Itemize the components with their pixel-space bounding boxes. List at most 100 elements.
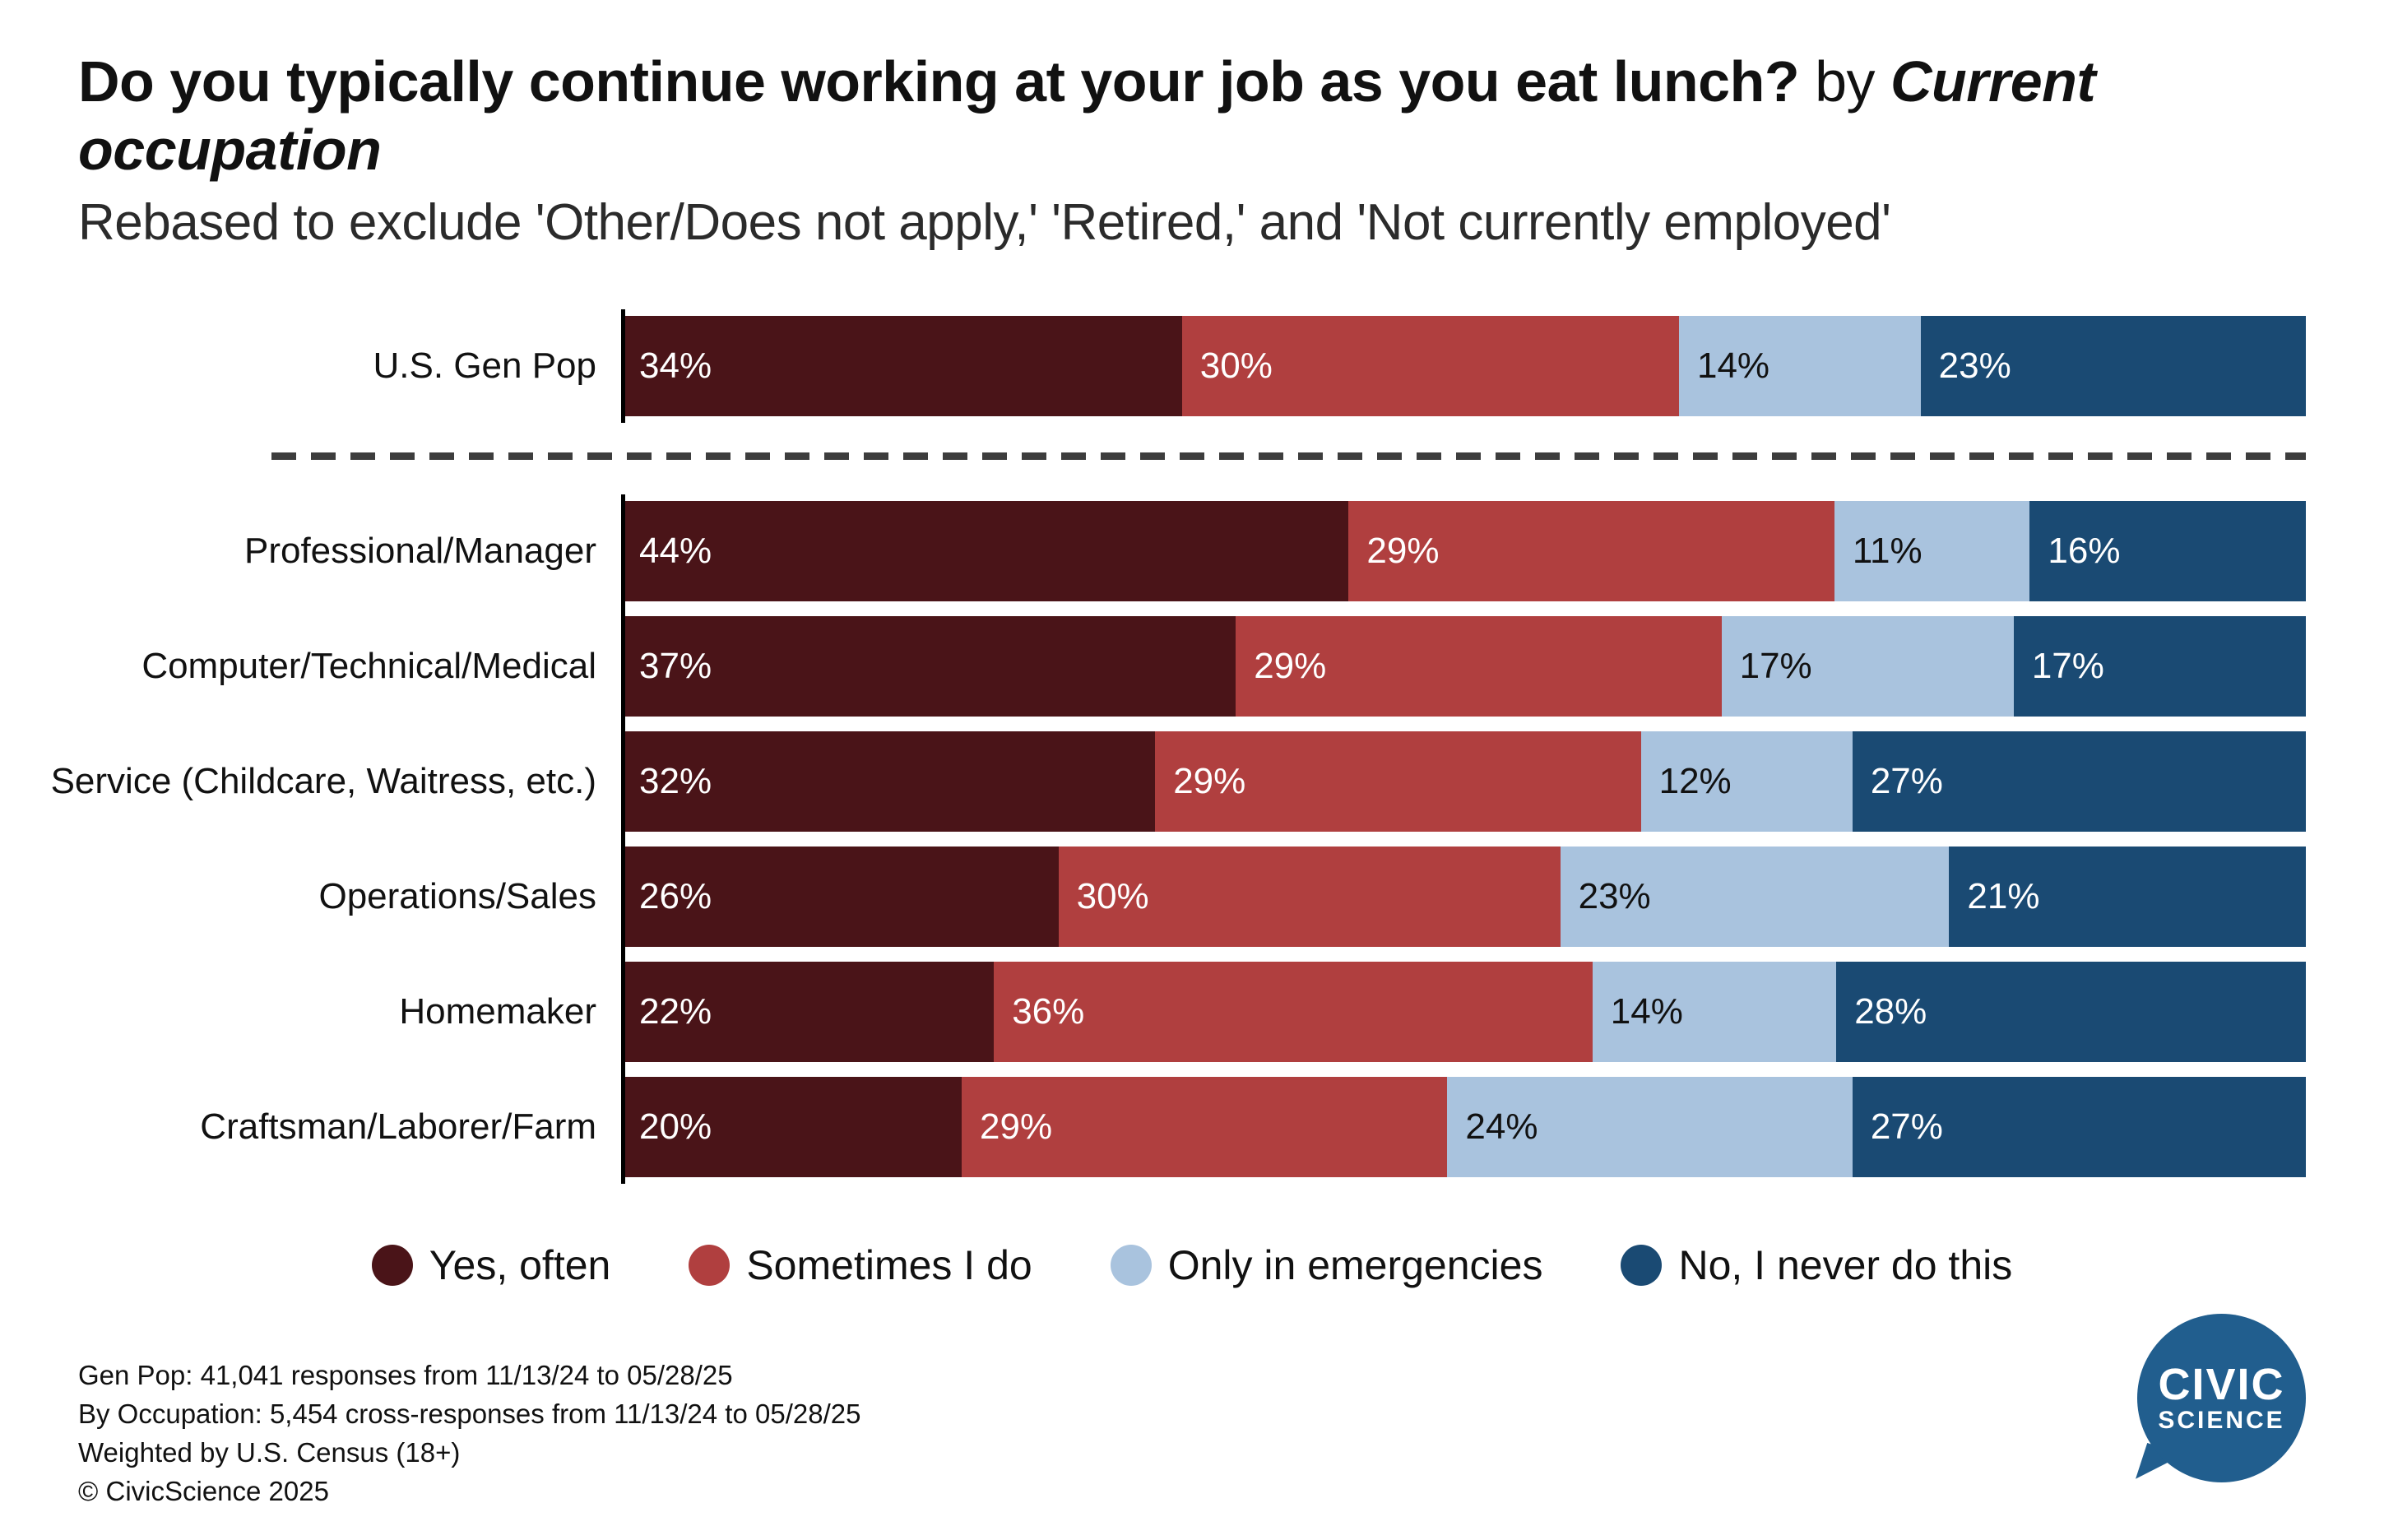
bar-segment-no-i-never-do-this: 28% — [1836, 962, 2306, 1063]
bar-segment-sometimes-i-do: 29% — [1155, 731, 1641, 833]
title-question: Do you typically continue working at you… — [78, 49, 1800, 114]
legend-item-yes-often: Yes, often — [371, 1241, 611, 1289]
logo-text-civic: CIVIC — [2158, 1360, 2285, 1409]
segment-value-label: 26% — [639, 876, 712, 917]
segment-value-label: 23% — [1578, 876, 1651, 917]
chart-row-homemaker: Homemaker 22% 36% 14% 28% — [78, 962, 2306, 1063]
row-label: Homemaker — [399, 991, 596, 1032]
bar-segment-sometimes-i-do: 29% — [962, 1077, 1448, 1178]
chart-footer: Gen Pop: 41,041 responses from 11/13/24 … — [78, 1314, 2306, 1510]
stacked-bar: 20% 29% 24% 27% — [621, 1077, 2307, 1178]
bar-segment-yes-often: 37% — [621, 616, 1236, 717]
segment-value-label: 30% — [1199, 346, 1273, 387]
logo-circle: CIVIC SCIENCE — [2137, 1314, 2306, 1482]
footnote-line: Gen Pop: 41,041 responses from 11/13/24 … — [78, 1360, 733, 1391]
chart-row-operations-sales: Operations/Sales 26% 30% 23% 21% — [78, 847, 2306, 948]
stacked-bar-chart: U.S. Gen Pop 34% 30% 14% 23% Professional/Ma… — [51, 309, 2307, 1289]
legend-item-sometimes-i-do: Sometimes I do — [689, 1241, 1032, 1289]
chart-subtitle: Rebased to exclude 'Other/Does not apply… — [78, 194, 1891, 252]
stacked-bar: 32% 29% 12% 27% — [621, 731, 2307, 833]
row-label: Operations/Sales — [318, 876, 596, 917]
chart-row-craftsman-laborer-farm: Craftsman/Laborer/Farm 20% 29% 24% 27% — [78, 1077, 2307, 1178]
segment-value-label: 14% — [1696, 346, 1770, 387]
segment-value-label: 23% — [1938, 346, 2011, 387]
bar-segment-no-i-never-do-this: 21% — [1949, 847, 2306, 948]
title-by: by — [1799, 49, 1890, 114]
genpop-group: U.S. Gen Pop 34% 30% 14% 23% — [78, 309, 2306, 424]
bar-segment-yes-often: 26% — [621, 847, 1059, 948]
bar-segment-yes-often: 22% — [621, 962, 995, 1063]
row-label: Computer/Technical/Medical — [141, 646, 596, 687]
bar-segment-only-in-emergencies: 14% — [1678, 316, 1921, 417]
chart-row-computer-technical-medical: Computer/Technical/Medical 37% 29% 17% 17% — [78, 616, 2307, 717]
segment-value-label: 29% — [980, 1106, 1053, 1148]
segment-value-label: 24% — [1465, 1106, 1538, 1148]
occupation-axis-line — [621, 494, 625, 1185]
segment-value-label: 32% — [639, 761, 712, 802]
bar-segment-no-i-never-do-this: 27% — [1852, 731, 2307, 833]
bar-segment-sometimes-i-do: 30% — [1181, 316, 1679, 417]
chart-header: Do you typically continue working at you… — [78, 48, 2306, 252]
title-dimension: Current occupation — [78, 49, 2096, 182]
chart-row-u-s-gen-pop: U.S. Gen Pop 34% 30% 14% 23% — [78, 316, 2306, 417]
bar-segment-only-in-emergencies: 24% — [1447, 1077, 1853, 1178]
segment-value-label: 22% — [639, 991, 712, 1032]
bar-segment-yes-often: 32% — [621, 731, 1156, 833]
stacked-bar: 26% 30% 23% 21% — [621, 847, 2306, 948]
segment-value-label: 14% — [1610, 991, 1683, 1032]
bar-segment-sometimes-i-do: 30% — [1058, 847, 1561, 948]
chart-title: Do you typically continue working at you… — [78, 48, 2306, 183]
bar-segment-yes-often: 20% — [621, 1077, 962, 1178]
genpop-axis-line — [621, 309, 625, 424]
bar-segment-sometimes-i-do: 29% — [1348, 501, 1834, 602]
bar-segment-yes-often: 34% — [621, 316, 1182, 417]
segment-value-label: 37% — [639, 646, 712, 687]
legend-item-only-in-emergencies: Only in emergencies — [1110, 1241, 1543, 1289]
bar-segment-only-in-emergencies: 23% — [1560, 847, 1950, 948]
bar-segment-sometimes-i-do: 29% — [1236, 616, 1722, 717]
footnote-line: © CivicScience 2025 — [78, 1475, 329, 1506]
row-label: U.S. Gen Pop — [373, 346, 596, 387]
bar-segment-sometimes-i-do: 36% — [994, 962, 1593, 1063]
row-label: Craftsman/Laborer/Farm — [200, 1106, 596, 1148]
row-label: Professional/Manager — [244, 531, 596, 572]
segment-value-label: 29% — [1254, 646, 1327, 687]
legend-dot — [371, 1245, 413, 1287]
stacked-bar: 37% 29% 17% 17% — [621, 616, 2307, 717]
segment-value-label: 17% — [1739, 646, 1812, 687]
segment-value-label: 21% — [1967, 876, 2040, 917]
chart-row-service-childcare-waitress-etc: Service (Childcare, Waitress, etc.) 32% 29… — [51, 731, 2307, 833]
segment-value-label: 28% — [1854, 991, 1927, 1032]
legend-label: Yes, often — [429, 1242, 611, 1289]
occupation-group: Professional/Manager 44% 29% 11% 16% Computer… — [51, 494, 2307, 1185]
segment-value-label: 27% — [1870, 761, 1943, 802]
legend-dot — [1621, 1245, 1663, 1287]
legend: Yes, often Sometimes I do Only in emergenc… — [78, 1241, 2306, 1289]
legend-label: Sometimes I do — [746, 1242, 1032, 1289]
chart-row-professional-manager: Professional/Manager 44% 29% 11% 16% — [78, 501, 2306, 602]
segment-value-label: 16% — [2048, 531, 2121, 572]
segment-value-label: 29% — [1173, 761, 1246, 802]
bar-segment-only-in-emergencies: 17% — [1721, 616, 2014, 717]
segment-value-label: 20% — [639, 1106, 712, 1148]
segment-value-label: 29% — [1366, 531, 1440, 572]
segment-value-label: 11% — [1852, 531, 1923, 572]
bar-segment-only-in-emergencies: 11% — [1834, 501, 2030, 602]
segment-value-label: 17% — [2031, 646, 2104, 687]
legend-label: No, I never do this — [1678, 1242, 2013, 1289]
footnote-line: By Occupation: 5,454 cross-responses fro… — [78, 1399, 861, 1430]
bar-segment-yes-often: 44% — [621, 501, 1349, 602]
segment-value-label: 12% — [1658, 761, 1732, 802]
logo-text-science: SCIENCE — [2158, 1407, 2285, 1434]
legend-item-no-i-never-do-this: No, I never do this — [1621, 1241, 2012, 1289]
segment-value-label: 27% — [1870, 1106, 1943, 1148]
stacked-bar: 44% 29% 11% 16% — [621, 501, 2306, 602]
segment-value-label: 34% — [639, 346, 712, 387]
bar-segment-no-i-never-do-this: 17% — [2013, 616, 2307, 717]
bar-segment-no-i-never-do-this: 16% — [2029, 501, 2306, 602]
stacked-bar: 22% 36% 14% 28% — [621, 962, 2306, 1063]
bar-segment-no-i-never-do-this: 27% — [1852, 1077, 2307, 1178]
dashed-divider — [271, 452, 2306, 461]
legend-label: Only in emergencies — [1167, 1242, 1543, 1289]
legend-dot — [689, 1245, 731, 1287]
